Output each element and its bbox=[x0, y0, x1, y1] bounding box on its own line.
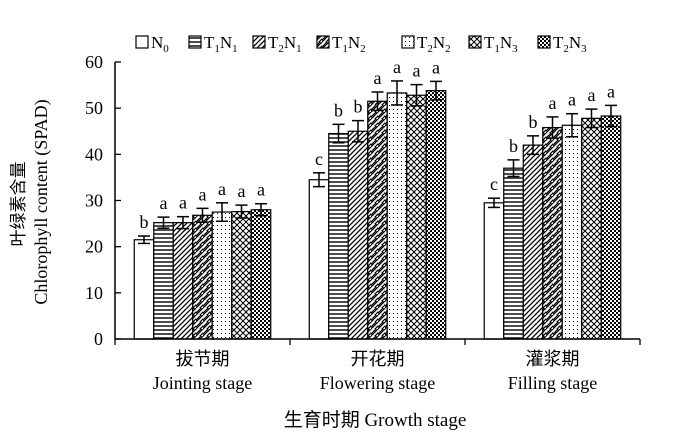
x-tick-label-en: Flowering stage bbox=[320, 373, 435, 393]
legend-swatch-N0 bbox=[135, 35, 149, 49]
significance-letter: a bbox=[238, 181, 246, 201]
bar-N0 bbox=[308, 179, 330, 340]
legend-label-T1N1: T1N1 bbox=[204, 33, 238, 55]
legend-swatch-T1N3 bbox=[468, 35, 482, 49]
legend-label-T1N3: T1N3 bbox=[484, 33, 518, 55]
significance-letter: a bbox=[413, 61, 421, 81]
bar-T1N1 bbox=[328, 132, 349, 340]
bar-T2N1 bbox=[522, 144, 544, 340]
significance-letter: b bbox=[334, 100, 343, 120]
significance-letter: a bbox=[568, 90, 576, 110]
bar-N0 bbox=[483, 202, 505, 340]
x-tick-label-cn: 拔节期 bbox=[176, 349, 230, 370]
y-tick-label: 40 bbox=[85, 144, 103, 164]
x-axis: 拔节期 Jointing stage 开花期 Flowering stage 灌浆期 Fi… bbox=[114, 338, 641, 393]
legend-label-N0: N0 bbox=[151, 33, 169, 55]
x-tick-label-cn: 开花期 bbox=[351, 349, 405, 370]
bar-T2N2 bbox=[561, 124, 583, 340]
bar-T2N3 bbox=[425, 90, 447, 340]
significance-letter: a bbox=[374, 68, 382, 88]
x-tick-label-en: Jointing stage bbox=[153, 373, 253, 393]
legend-swatch-T2N1 bbox=[252, 35, 266, 49]
bar-T1N2 bbox=[192, 214, 213, 340]
bar-T1N2 bbox=[367, 100, 388, 340]
legend-swatch-T2N3 bbox=[537, 35, 551, 49]
significance-letter: a bbox=[199, 184, 207, 204]
significance-letter: a bbox=[218, 179, 226, 199]
y-tick-label: 0 bbox=[94, 329, 103, 349]
significance-letter: a bbox=[549, 93, 557, 113]
bar-T2N3 bbox=[250, 209, 272, 340]
bar-T2N1 bbox=[347, 130, 369, 340]
legend-swatch-T1N2 bbox=[316, 35, 330, 49]
significance-letter: a bbox=[257, 180, 265, 200]
legend-swatch-T1N1 bbox=[188, 35, 202, 49]
significance-letter: b bbox=[509, 136, 518, 156]
legend-label-T2N2: T2N2 bbox=[417, 33, 451, 55]
significance-letter: b bbox=[354, 97, 363, 117]
y-axis-title-en: Chlorophyll content (SPAD) bbox=[31, 99, 52, 304]
bar-T1N1 bbox=[153, 222, 174, 340]
significance-letter: a bbox=[432, 57, 440, 77]
bar-T1N3 bbox=[406, 94, 427, 340]
y-tick-label: 10 bbox=[85, 283, 103, 303]
bar-T1N1 bbox=[503, 167, 524, 340]
y-tick-label: 60 bbox=[85, 52, 103, 72]
significance-letter: c bbox=[315, 149, 323, 169]
significance-letter: a bbox=[393, 57, 401, 77]
y-tick-label: 20 bbox=[85, 237, 103, 257]
bar-T2N3 bbox=[600, 115, 622, 340]
legend-label-T1N2: T1N2 bbox=[332, 33, 366, 55]
x-tick-label-cn: 灌浆期 bbox=[526, 349, 580, 370]
bar-T2N1 bbox=[172, 222, 194, 340]
significance-letter: a bbox=[160, 193, 168, 213]
legend-label-T2N3: T2N3 bbox=[553, 33, 587, 55]
y-tick-label: 30 bbox=[85, 191, 103, 211]
significance-letter: b bbox=[529, 112, 538, 132]
bar-T2N2 bbox=[386, 92, 408, 340]
bar-T1N2 bbox=[542, 126, 563, 340]
bar-T2N2 bbox=[211, 211, 233, 340]
significance-letter: a bbox=[607, 81, 615, 101]
x-axis-title: 生育时期 Growth stage bbox=[284, 409, 467, 431]
x-tick-label-en: Filling stage bbox=[508, 373, 598, 393]
legend: N0 T1N1 T2N1 T1N2 T2N2 T1N3 T2N3 bbox=[135, 33, 587, 55]
significance-letter: a bbox=[588, 85, 596, 105]
significance-letter: b bbox=[140, 212, 149, 232]
y-axis-title-cn: 叶绿素含量 bbox=[9, 162, 29, 247]
bar-N0 bbox=[133, 239, 155, 340]
legend-label-T2N1: T2N1 bbox=[268, 33, 302, 55]
y-tick-label: 50 bbox=[85, 98, 103, 118]
bar-T1N3 bbox=[581, 117, 602, 340]
legend-swatch-T2N2 bbox=[401, 35, 415, 49]
bar-T1N3 bbox=[231, 210, 252, 340]
significance-letter: c bbox=[490, 174, 498, 194]
significance-letter: a bbox=[179, 193, 187, 213]
y-axis: 0 10 20 30 40 50 60 bbox=[85, 52, 121, 349]
